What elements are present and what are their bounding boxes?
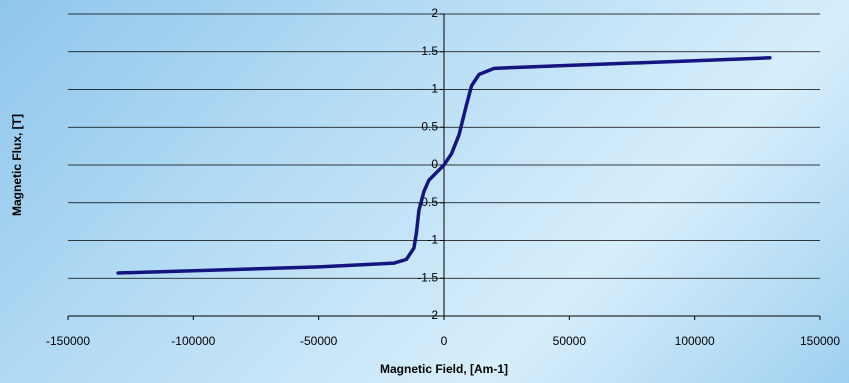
y-tick-label: 0.5 [421, 119, 438, 133]
y-tick-label: -2 [427, 308, 438, 322]
y-tick-label: 2 [431, 6, 438, 20]
y-tick-label: -1.5 [417, 270, 438, 284]
y-axis-label: Magnetic Flux, [T] [10, 114, 24, 216]
y-tick-label: 1.5 [421, 44, 438, 58]
x-tick-label: 150000 [800, 334, 840, 348]
y-tick-label: 1 [431, 82, 438, 96]
x-axis-label: Magnetic Field, [Am-1] [380, 362, 508, 376]
x-tick-label: -50000 [300, 334, 338, 348]
page: Magnetic Field, [Am-1] Magnetic Flux, [T… [0, 0, 849, 383]
x-tick-label: 0 [441, 334, 448, 348]
y-tick-label: 0 [431, 157, 438, 171]
x-tick-label: 100000 [675, 334, 715, 348]
y-tick-label: -1 [427, 233, 438, 247]
x-tick-label: 50000 [553, 334, 587, 348]
x-tick-label: -100000 [171, 334, 215, 348]
x-tick-label: -150000 [46, 334, 90, 348]
chart: Magnetic Field, [Am-1] Magnetic Flux, [T… [0, 0, 849, 383]
